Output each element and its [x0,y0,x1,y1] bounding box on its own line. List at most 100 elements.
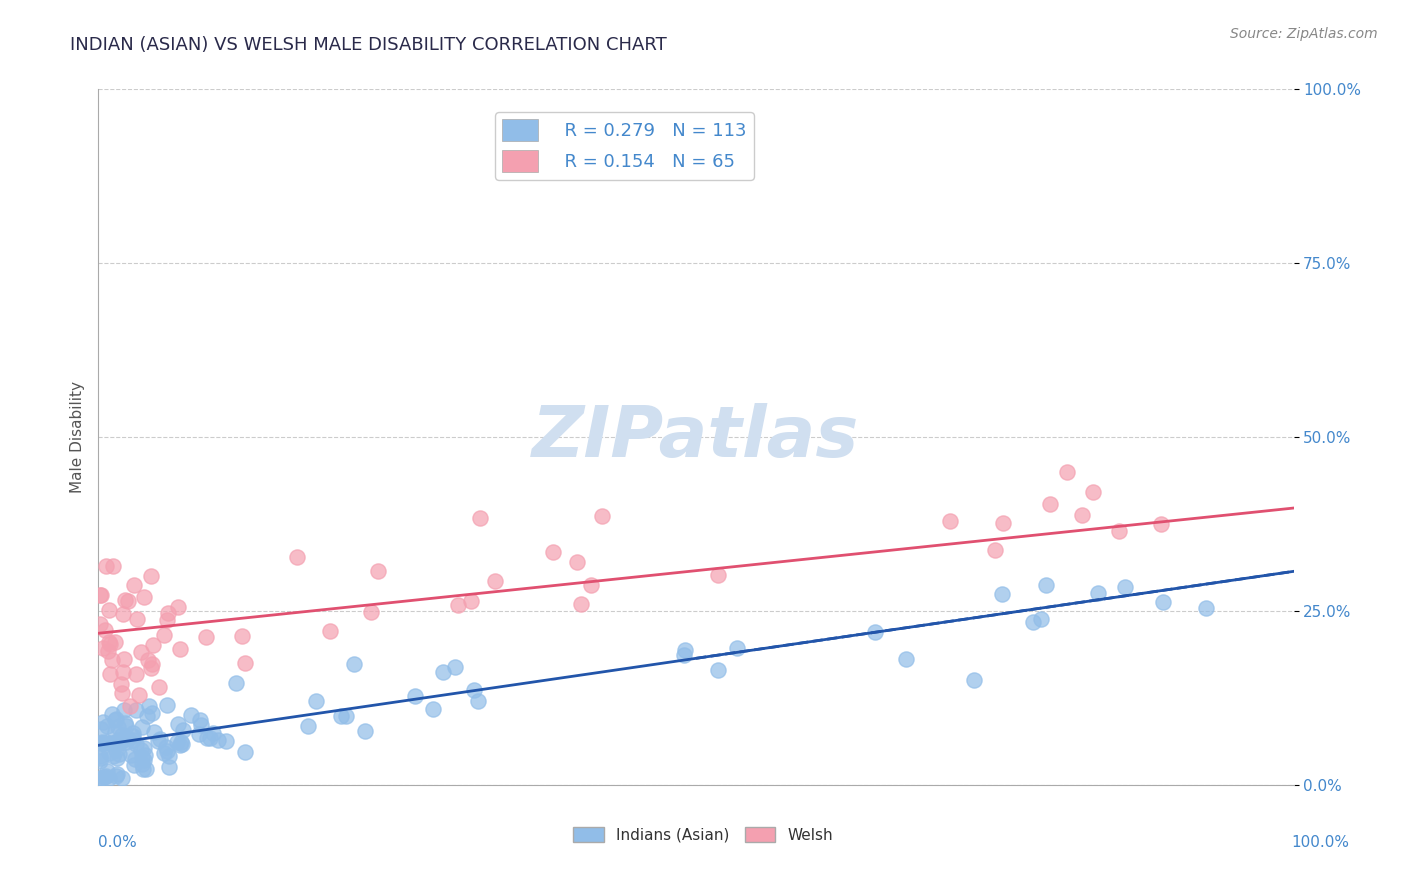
Point [94,623,117,637]
Point [89,588,111,602]
Point [142,724,165,739]
Point [125,612,148,626]
Point [131,720,153,734]
Point [569,598,592,612]
Point [101,706,124,721]
Point [444,659,467,673]
Point [131,756,153,771]
Point [107,720,129,734]
Point [96,764,118,779]
Point [231,629,253,643]
Point [91,715,114,730]
Point [104,743,127,757]
Point [172,723,194,737]
Point [110,771,132,785]
Point [112,652,135,666]
Point [579,578,602,592]
Point [141,657,163,672]
Point [136,653,159,667]
Point [1081,485,1104,500]
Point [166,735,188,749]
Point [96,719,118,733]
Text: Source: ZipAtlas.com: Source: ZipAtlas.com [1230,27,1378,41]
Point [104,713,127,727]
Point [157,607,180,621]
Point [304,694,326,708]
Point [117,593,139,607]
Y-axis label: Male Disability: Male Disability [69,381,84,493]
Point [156,698,179,713]
Point [89,751,111,765]
Point [94,734,117,748]
Point [180,707,202,722]
Point [991,516,1014,531]
Point [104,769,127,783]
Point [707,663,730,677]
Point [169,738,191,752]
Point [142,638,165,652]
Point [484,574,506,588]
Point [467,694,489,708]
Point [110,677,132,691]
Point [1108,524,1130,538]
Point [188,727,211,741]
Point [167,717,190,731]
Point [155,740,177,755]
Point [107,747,129,761]
Point [141,661,163,675]
Point [225,675,247,690]
Point [156,744,179,758]
Point [98,746,121,760]
Point [1035,578,1057,592]
Point [335,709,357,723]
Point [125,667,148,681]
Point [129,742,152,756]
Point [91,736,114,750]
Point [111,607,134,622]
Point [98,637,121,651]
Point [1021,615,1043,629]
Point [673,648,696,662]
Point [121,733,143,747]
Point [360,605,382,619]
Point [89,755,111,769]
Point [122,757,145,772]
Point [134,747,156,762]
Point [91,735,114,749]
Point [591,508,613,523]
Point [148,731,170,746]
Point [89,771,111,785]
Point [141,569,163,583]
Point [93,770,115,784]
Point [100,735,122,749]
Point [215,733,238,747]
Point [1087,586,1109,600]
Point [135,762,157,776]
Point [1150,516,1173,531]
Text: 100.0%: 100.0% [1292,836,1350,850]
Point [422,701,444,715]
Point [120,747,142,762]
Point [97,635,120,649]
Point [132,762,155,776]
Point [114,715,136,730]
Point [138,699,160,714]
Point [108,736,131,750]
Point [984,543,1007,558]
Point [1114,580,1136,594]
Point [125,737,148,751]
Point [894,652,917,666]
Point [114,593,136,607]
Point [207,732,229,747]
Point [153,746,176,760]
Point [194,630,217,644]
Point [114,718,136,732]
Point [148,680,170,694]
Point [1195,601,1218,615]
Point [101,559,124,574]
Legend:   R = 0.279   N = 113,   R = 0.154   N = 65: R = 0.279 N = 113, R = 0.154 N = 65 [495,112,754,179]
Point [104,635,127,649]
Point [141,706,163,720]
Point [132,740,155,755]
Point [233,657,256,671]
